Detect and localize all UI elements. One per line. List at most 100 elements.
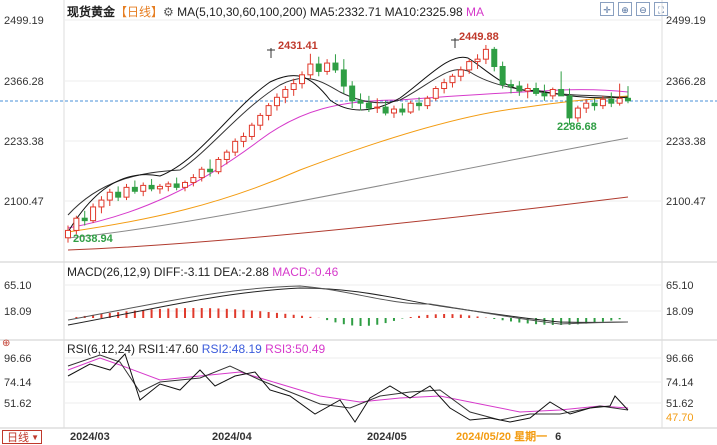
candle-body <box>282 88 289 98</box>
candle-body <box>165 183 172 187</box>
candle-body <box>349 85 356 102</box>
ma-params: MA(5,10,30,60,100,200) <box>177 5 307 19</box>
annotation-low-1: 2038.94 <box>73 233 114 245</box>
candle-body <box>81 217 88 222</box>
candle-body <box>457 69 464 77</box>
candle-body <box>248 124 255 137</box>
chart-header: 现货黄金【日线】⚙ MA(5,10,30,60,100,200) MA5:233… <box>67 3 484 20</box>
candle-body <box>466 61 473 71</box>
ma5-line <box>67 56 629 233</box>
ma100-line <box>67 137 629 239</box>
panel-collapse-icon[interactable]: ⊕ <box>2 338 11 349</box>
price-tick-left-2: 2366.28 <box>4 76 44 88</box>
settings-icon[interactable]: ⚙ <box>163 5 174 19</box>
rsi1-line <box>67 353 629 423</box>
macd-tick-left-1: 65.10 <box>4 280 32 292</box>
candle-body <box>566 95 573 119</box>
price-tick-left-3: 2233.38 <box>4 136 44 148</box>
candle-body <box>432 88 439 99</box>
candle-body <box>207 168 214 173</box>
candle-body <box>73 217 80 231</box>
rsi-tick-right-3: 51.62 <box>666 398 694 410</box>
annotation-low-2: 2286.68 <box>557 121 597 133</box>
candle-body <box>299 74 306 85</box>
candle-body <box>374 106 381 109</box>
candle-body <box>65 229 71 239</box>
candle-body <box>533 88 540 94</box>
candle-body <box>156 185 163 190</box>
candle-body <box>474 58 481 63</box>
candle-body <box>273 96 280 107</box>
candle-body <box>340 69 347 87</box>
candle-body <box>173 183 180 188</box>
candle-body <box>332 62 339 71</box>
candle-body <box>315 63 322 72</box>
rsi2-value: RSI2:48.19 <box>201 342 262 356</box>
rsi-tick-right-1: 96.66 <box>666 353 694 365</box>
candle-body <box>625 97 631 102</box>
macd-header: MACD(26,12,9) DIFF:-3.11 DEA:-2.88 MACD:… <box>67 265 338 279</box>
candle-body <box>140 184 147 192</box>
period-label[interactable]: 【日线】 <box>115 5 164 19</box>
candle-body <box>516 85 523 92</box>
candle-body <box>257 114 264 126</box>
candlestick-series <box>65 44 631 243</box>
candle-body <box>407 102 414 113</box>
candle-body <box>357 100 364 104</box>
candle-body <box>591 102 598 107</box>
annotation-high-1: 2431.41 <box>278 40 318 52</box>
zoom-out-icon[interactable]: ⊖ <box>636 2 650 16</box>
crosshair-icon[interactable]: ✛ <box>600 2 614 16</box>
macd-diff-value: DIFF:-3.11 <box>153 265 211 279</box>
date-tick-3: 2024/05 <box>367 431 407 443</box>
candle-body <box>324 62 331 72</box>
cursor-date: 2024/05/20 星期一 6 <box>456 429 561 443</box>
price-tick-right-2: 2366.28 <box>666 76 706 88</box>
candle-body <box>441 82 448 90</box>
candle-body <box>290 83 297 90</box>
candle-body <box>482 48 489 60</box>
candle-body <box>382 106 389 114</box>
macd-tick-left-2: 18.09 <box>4 306 32 318</box>
candle-body <box>549 88 556 97</box>
date-tick-2: 2024/04 <box>212 431 253 443</box>
candle-body <box>616 97 623 104</box>
candle-body <box>215 158 222 173</box>
fullscreen-icon[interactable]: ⛶ <box>654 2 668 16</box>
zoom-in-icon[interactable]: ⊕ <box>618 2 632 16</box>
period-button[interactable]: 日线 ▼ <box>2 430 42 444</box>
candle-body <box>198 168 205 179</box>
candle-body <box>558 88 565 97</box>
candle-body <box>123 186 130 198</box>
macd-tick-right-1: 65.10 <box>666 280 694 292</box>
ma200-line <box>67 196 629 251</box>
rsi3-value: RSI3:50.49 <box>265 342 326 356</box>
candle-body <box>499 65 506 86</box>
annotation-high-2: 2449.88 <box>459 31 499 43</box>
candle-body <box>583 102 590 109</box>
macd-dea-line <box>67 287 629 326</box>
ma5-value: MA5:2332.71 <box>309 5 382 19</box>
ma60-line <box>67 95 629 233</box>
macd-value: MACD:-0.46 <box>272 265 339 279</box>
price-tick-left-4: 2100.47 <box>4 196 44 208</box>
candle-body <box>399 108 406 113</box>
instrument-title: 现货黄金 <box>67 5 116 19</box>
candle-body <box>106 191 113 201</box>
candle-body <box>608 98 615 104</box>
rsi-current-value: 47.70 <box>666 412 694 424</box>
price-tick-right-4: 2100.47 <box>666 196 706 208</box>
candle-body <box>131 186 138 192</box>
macd-diff-line <box>67 285 629 325</box>
candle-body <box>574 107 581 119</box>
rsi-params: RSI(6,12,24) <box>67 342 136 356</box>
candle-body <box>190 177 197 183</box>
macd-tick-right-2: 18.09 <box>666 306 694 318</box>
candle-body <box>599 98 606 107</box>
candle-body <box>491 48 498 67</box>
candle-body <box>240 135 247 142</box>
ma10-value: MA10:2325.98 <box>384 5 463 19</box>
chevron-down-icon: ▼ <box>31 433 39 442</box>
candle-body <box>148 184 155 190</box>
candle-body <box>524 88 531 92</box>
